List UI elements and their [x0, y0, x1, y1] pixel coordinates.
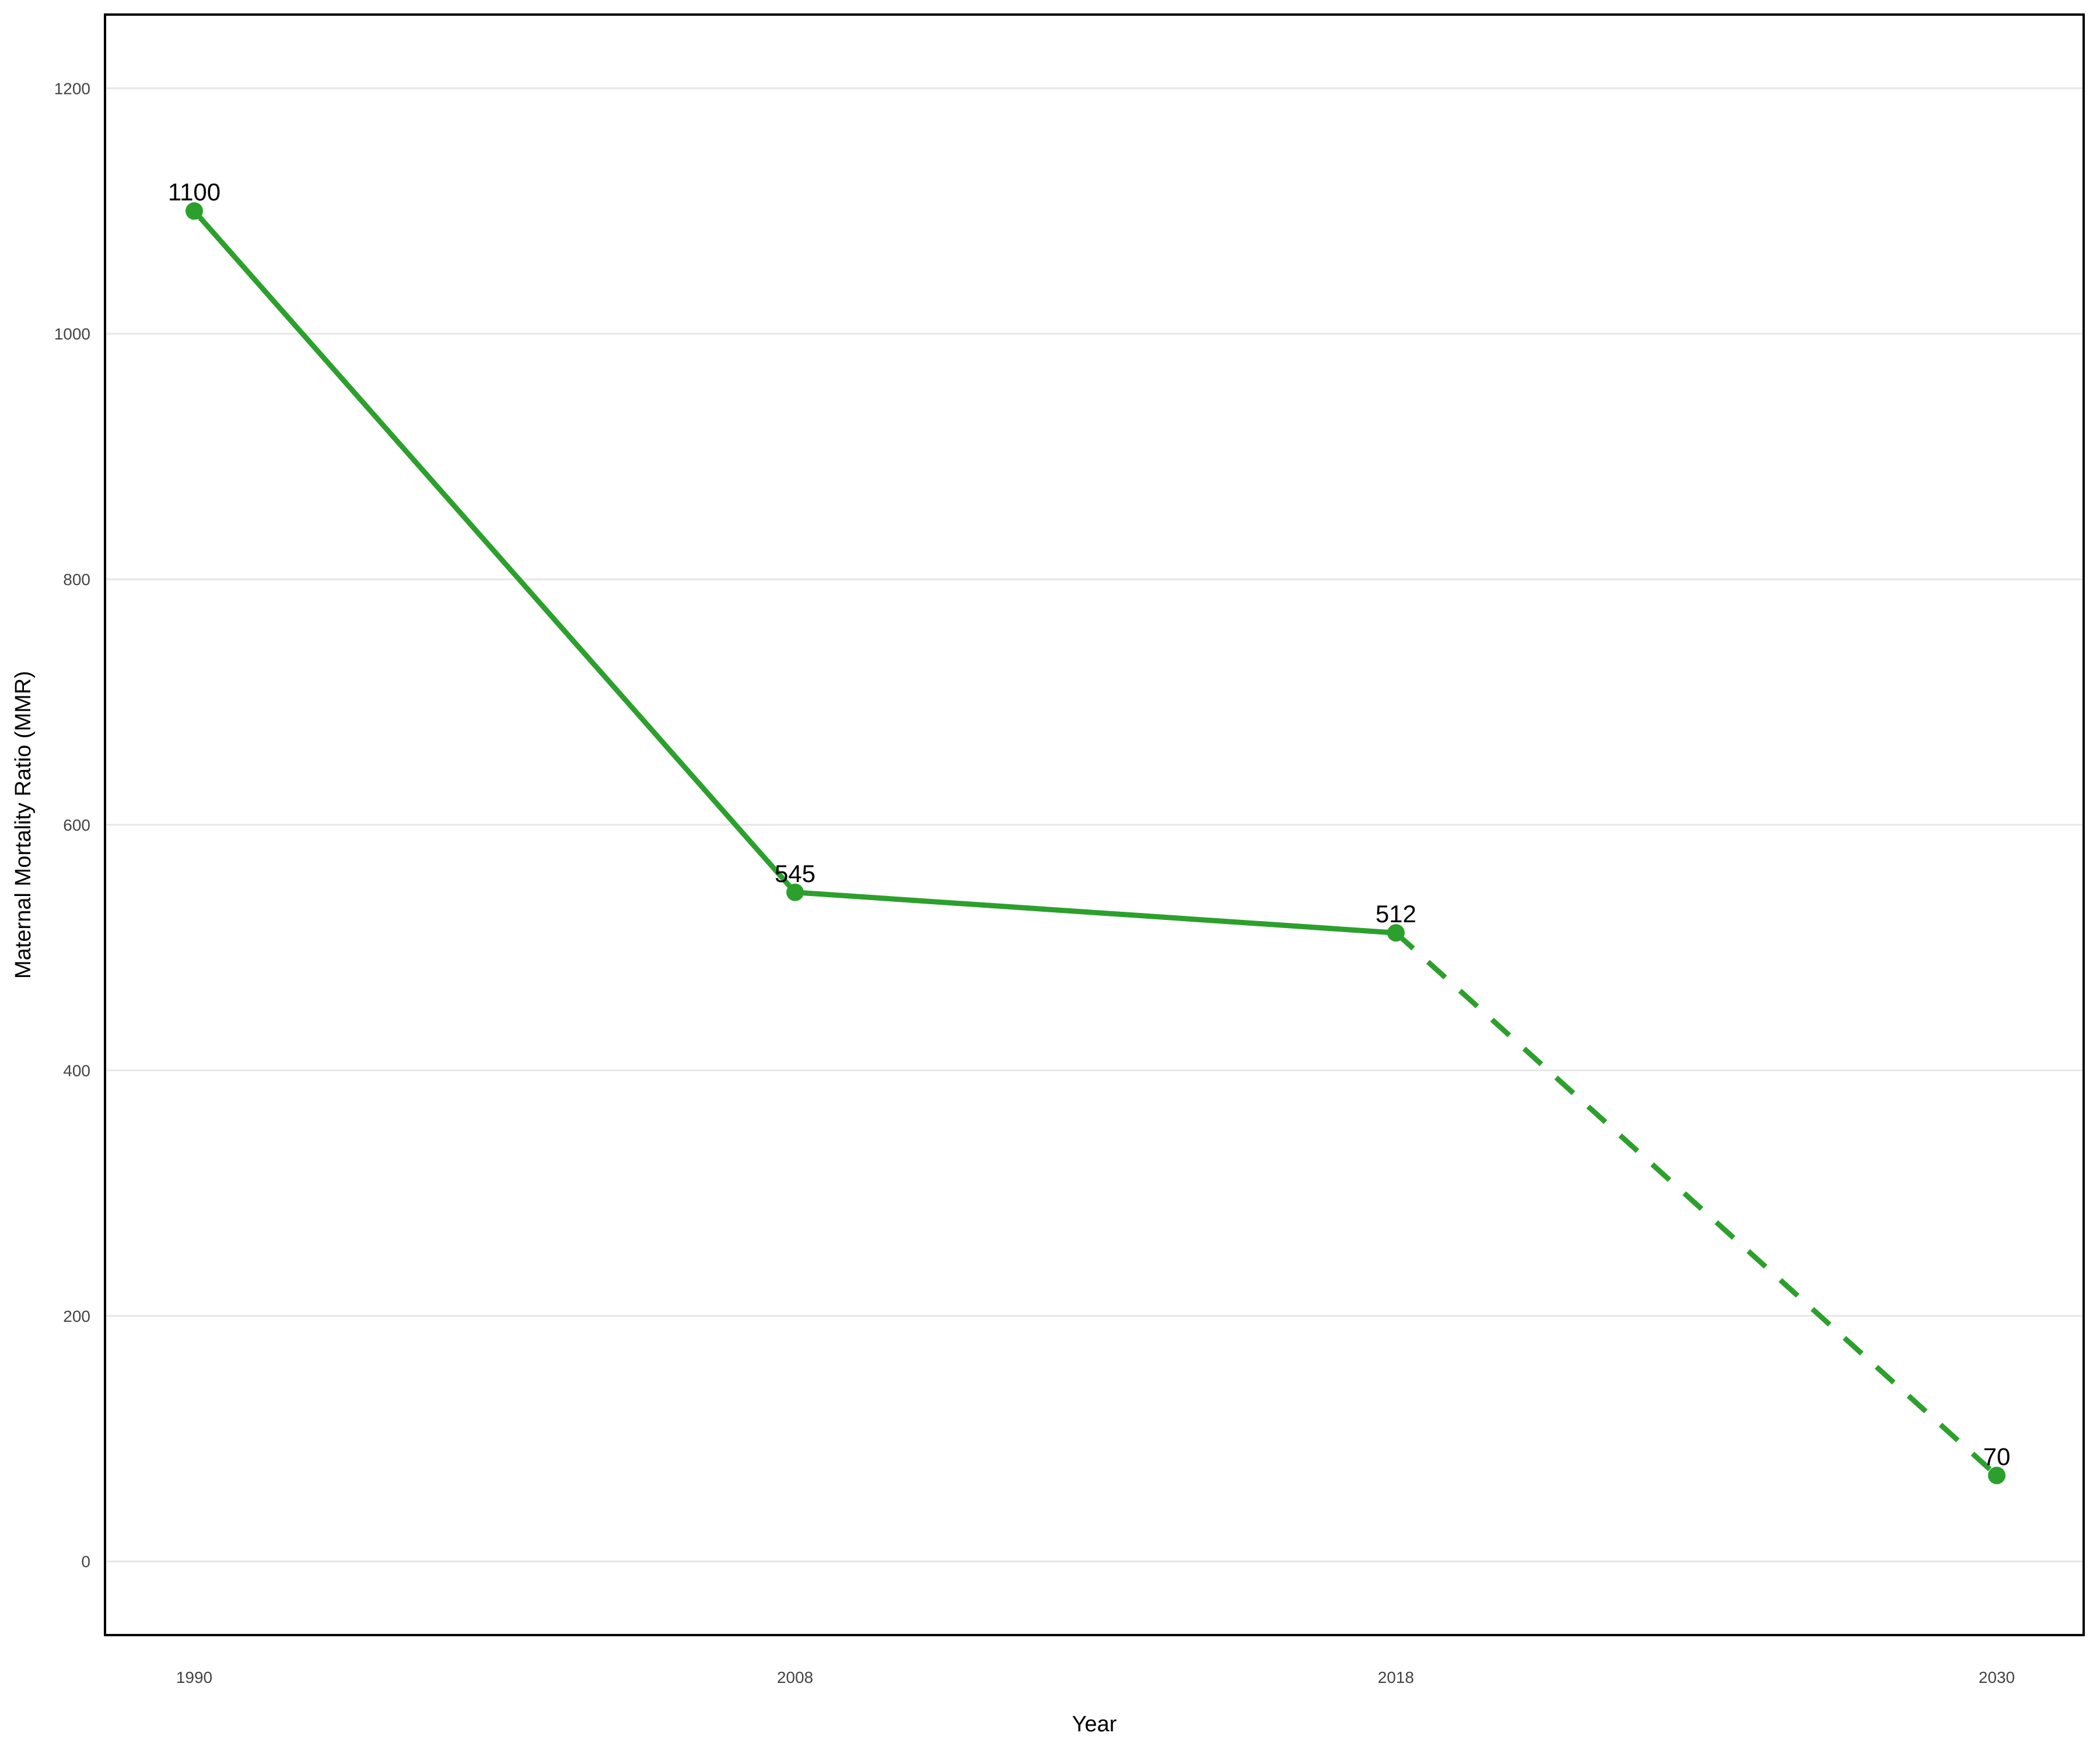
x-tick-label: 2030: [1979, 1668, 2015, 1686]
gridlines: [105, 87, 2084, 1563]
data-label: 70: [1983, 1443, 2011, 1470]
data-point: [1988, 1466, 2006, 1485]
x-tick-label: 2008: [777, 1668, 813, 1686]
data-point: [1387, 924, 1405, 942]
x-tick-label: 2018: [1378, 1668, 1414, 1686]
y-tick-label: 0: [81, 1553, 90, 1571]
series-line: [192, 209, 1999, 1478]
data-label: 1100: [168, 178, 220, 206]
plot-frame: [104, 13, 2085, 1636]
y-tick-label: 600: [63, 816, 90, 834]
data-points: [186, 202, 2006, 1485]
x-axis-title: Year: [1072, 1712, 1117, 1737]
data-labels: 1100 545 512 70: [168, 178, 2011, 1471]
y-tick-label: 1200: [54, 79, 90, 97]
x-tick-label: 1990: [176, 1668, 212, 1686]
data-point: [786, 883, 804, 901]
data-point: [186, 202, 203, 220]
y-axis-title: Maternal Mortality Ratio (MMR): [11, 671, 36, 979]
data-label: 545: [775, 860, 816, 887]
line-segment: [794, 890, 1396, 936]
line-segment: [192, 209, 797, 894]
data-label: 512: [1376, 900, 1416, 928]
y-tick-label: 1000: [54, 325, 90, 343]
y-axis-ticks: 0 200 400 600 800 1000 1200: [54, 79, 90, 1570]
dashed-line-segment: [1394, 930, 1999, 1478]
y-tick-label: 200: [63, 1307, 90, 1325]
y-tick-label: 800: [63, 570, 90, 589]
x-axis-ticks: 1990 2008 2018 2030: [176, 1668, 2015, 1686]
y-tick-label: 400: [63, 1062, 90, 1080]
